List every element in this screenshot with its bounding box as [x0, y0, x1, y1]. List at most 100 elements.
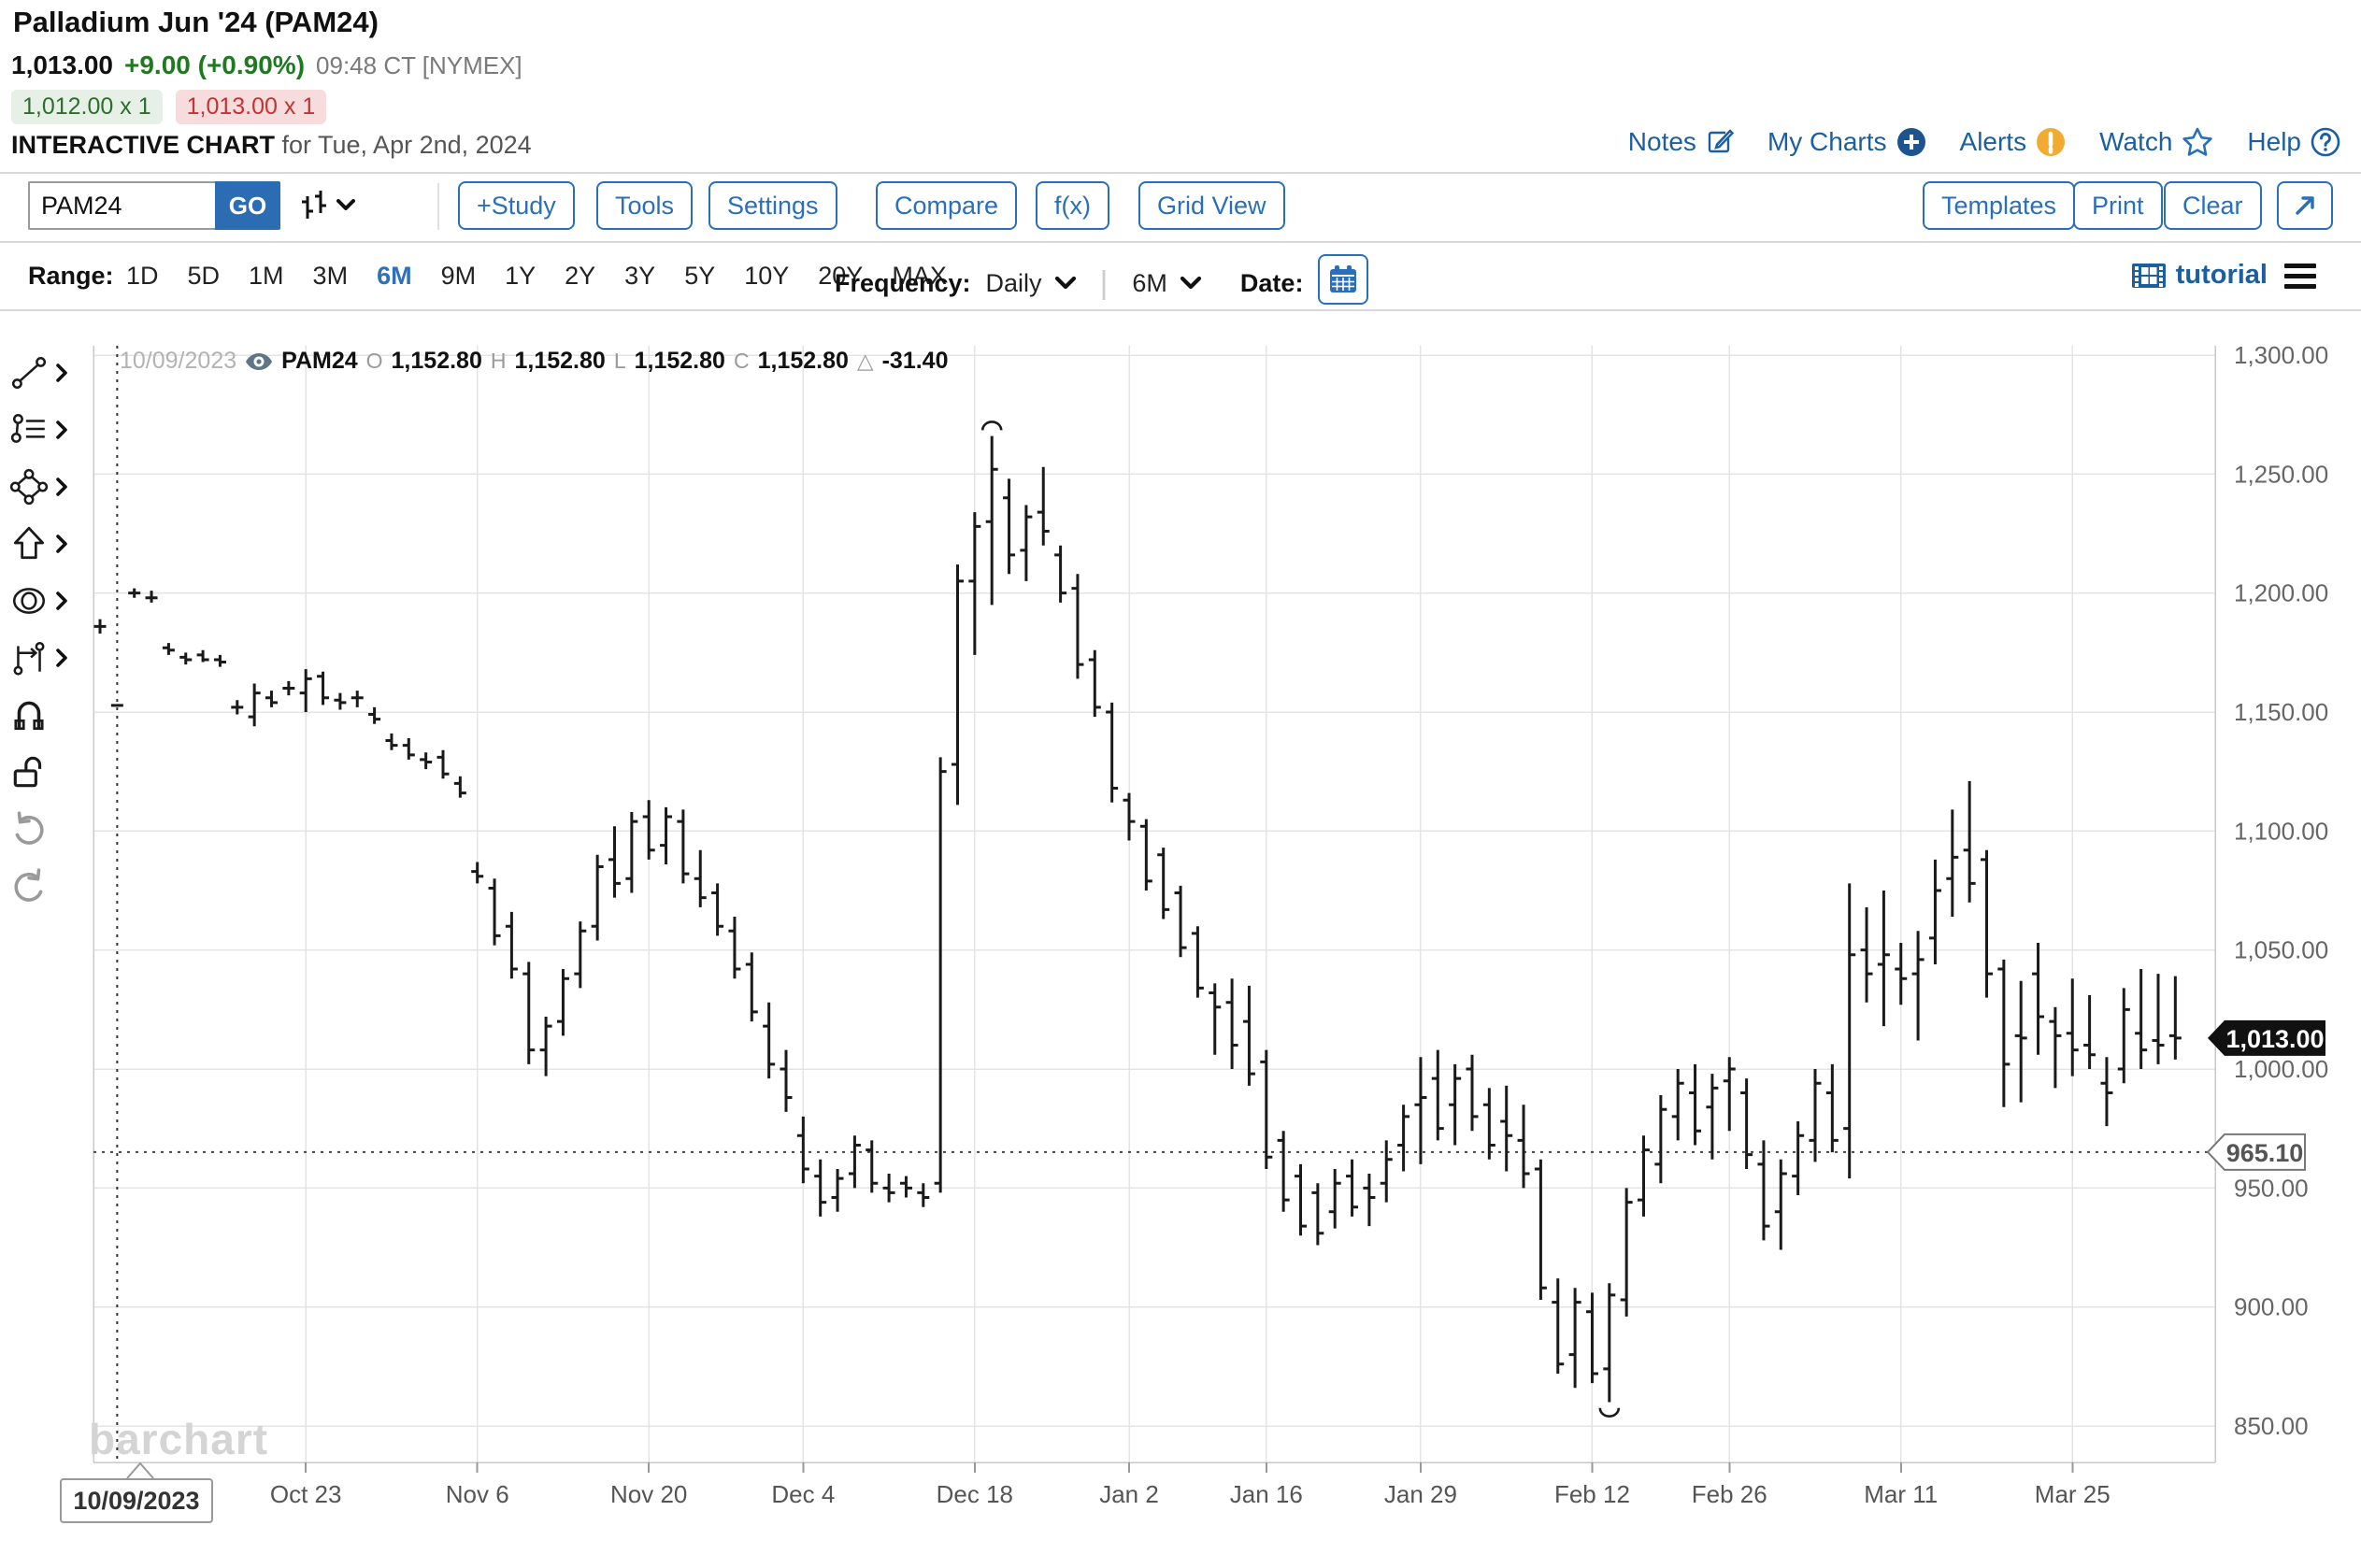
calendar-icon [1330, 265, 1357, 292]
range-option-3y[interactable]: 3Y [624, 262, 656, 290]
quick-links: Notes My Charts Alerts Watch Help [1628, 127, 2340, 157]
close-label: C [733, 349, 750, 373]
high-value: 1,152.80 [514, 348, 606, 374]
compare-button[interactable]: Compare [876, 181, 1018, 230]
external-arrow-icon [2296, 196, 2314, 215]
x-axis-label: Jan 2 [1099, 1480, 1159, 1508]
y-axis-label: 1,050.00 [2234, 936, 2328, 964]
expand-chevron-icon [56, 477, 67, 496]
range-option-1y[interactable]: 1Y [505, 262, 537, 290]
range-option-5y[interactable]: 5Y [684, 262, 716, 290]
open-label: O [365, 349, 383, 373]
arrow-tool[interactable] [9, 515, 88, 572]
watch-link[interactable]: Watch [2099, 127, 2213, 157]
trendline-icon [11, 356, 47, 389]
range-option-10y[interactable]: 10Y [744, 262, 790, 290]
date-label: Date: [1239, 268, 1304, 297]
templates-button[interactable]: Templates [1923, 181, 2076, 230]
expand-chevron-icon [56, 420, 67, 439]
page-date: for Tue, Apr 2nd, 2024 [275, 131, 532, 159]
low-label: L [613, 349, 626, 373]
symbol-input[interactable] [28, 181, 215, 230]
y-axis-label: 1,250.00 [2234, 460, 2328, 488]
trendline-tool[interactable] [9, 344, 88, 401]
y-axis-label: 950.00 [2234, 1174, 2309, 1202]
shapes-tool[interactable] [9, 458, 88, 515]
fx-button[interactable]: f(x) [1036, 181, 1109, 230]
undo-button[interactable] [9, 800, 88, 857]
range-option-max[interactable]: MAX [892, 262, 947, 290]
ellipse-tool[interactable] [9, 572, 88, 629]
settings-button[interactable]: Settings [708, 181, 837, 230]
unlock-toggle[interactable] [9, 743, 88, 800]
range-option-1d[interactable]: 1D [126, 262, 159, 290]
x-axis-label: Jan 16 [1230, 1480, 1303, 1508]
alert-icon [2037, 128, 2066, 156]
period-low-marker [1598, 1407, 1621, 1418]
measure-icon [13, 641, 45, 676]
expand-button[interactable] [2277, 181, 2333, 230]
x-axis: Oct 23 Nov 6 Nov 20 Dec 4 Dec 18 Jan 2 Jan 16 J… [270, 1462, 2111, 1508]
measure-tool[interactable] [9, 629, 88, 686]
change-value: -31.40 [881, 348, 949, 374]
x-axis-label: Nov 20 [610, 1480, 687, 1508]
range-option-3m[interactable]: 3M [312, 262, 349, 290]
tutorial-link[interactable]: tutorial [2131, 260, 2268, 291]
period-dropdown[interactable]: 6M [1132, 269, 1201, 298]
y-axis: 1,300.00 1,250.00 1,200.00 1,150.00 1,100.00… [2234, 341, 2328, 1440]
clear-button[interactable]: Clear [2164, 181, 2262, 230]
magnet-icon [14, 701, 44, 730]
x-axis-label: Oct 23 [270, 1480, 342, 1508]
x-axis-label: Jan 29 [1384, 1480, 1457, 1508]
grid-view-button[interactable]: Grid View [1138, 181, 1285, 230]
bid-chip: 1,012.00 x 1 [11, 90, 163, 124]
toolbar-separator [437, 183, 439, 230]
range-label: Range: [28, 262, 114, 290]
quote-row: 1,013.00 +9.00 (+0.90%) 09:48 CT [NYMEX] [11, 50, 522, 80]
calendar-button[interactable] [1318, 254, 1369, 305]
alerts-link[interactable]: Alerts [1960, 127, 2067, 157]
undo-icon [15, 810, 44, 845]
x-axis-label: Feb 26 [1692, 1480, 1767, 1508]
redo-button[interactable] [9, 857, 88, 914]
ohlc-bars [93, 435, 2182, 1403]
frequency-dropdown[interactable]: Daily [986, 269, 1076, 298]
x-axis-label: Mar 25 [2035, 1480, 2111, 1508]
x-axis-label: Nov 6 [446, 1480, 509, 1508]
range-option-2y[interactable]: 2Y [565, 262, 596, 290]
range-option-6m[interactable]: 6M [377, 262, 412, 290]
range-divider [0, 309, 2361, 311]
go-button[interactable]: GO [215, 181, 280, 230]
print-button[interactable]: Print [2073, 181, 2163, 230]
tools-button[interactable]: Tools [596, 181, 694, 230]
watermark: barchart [89, 1415, 268, 1463]
drawing-toolbar [9, 344, 88, 914]
range-options: 1D 5D 1M 3M 6M 9M 1Y 2Y 3Y 5Y 10Y 20Y MAX [126, 262, 947, 291]
range-option-9m[interactable]: 9M [440, 262, 477, 290]
magnet-toggle[interactable] [9, 686, 88, 743]
help-link[interactable]: Help [2247, 127, 2340, 157]
annotations-tool[interactable] [9, 401, 88, 458]
add-study-button[interactable]: +Study [458, 181, 575, 230]
y-axis-label: 850.00 [2234, 1412, 2309, 1440]
bid-ask-row: 1,012.00 x 1 1,013.00 x 1 [11, 90, 327, 124]
arrow-up-icon [13, 526, 45, 559]
chart-type-dropdown[interactable] [297, 187, 355, 224]
price-change: +9.00 (+0.90%) [124, 50, 306, 79]
chevron-down-icon [1054, 276, 1076, 289]
readout-symbol: PAM24 [281, 348, 358, 374]
range-option-5d[interactable]: 5D [187, 262, 221, 290]
range-option-1m[interactable]: 1M [249, 262, 284, 290]
selected-date-box[interactable]: 10/09/2023 [60, 1478, 213, 1523]
menu-icon[interactable] [2284, 264, 2316, 294]
last-price: 1,013.00 [11, 50, 113, 79]
my-charts-link[interactable]: My Charts [1767, 127, 1926, 157]
breadcrumb: INTERACTIVE CHART for Tue, Apr 2nd, 2024 [11, 131, 532, 160]
range-option-20y[interactable]: 20Y [818, 262, 864, 290]
notes-link[interactable]: Notes [1628, 127, 1734, 157]
frequency-label: Frequency: [835, 268, 971, 297]
y-axis-label: 900.00 [2234, 1293, 2309, 1321]
ellipse-icon [12, 587, 46, 614]
change-label: △ [856, 349, 874, 373]
